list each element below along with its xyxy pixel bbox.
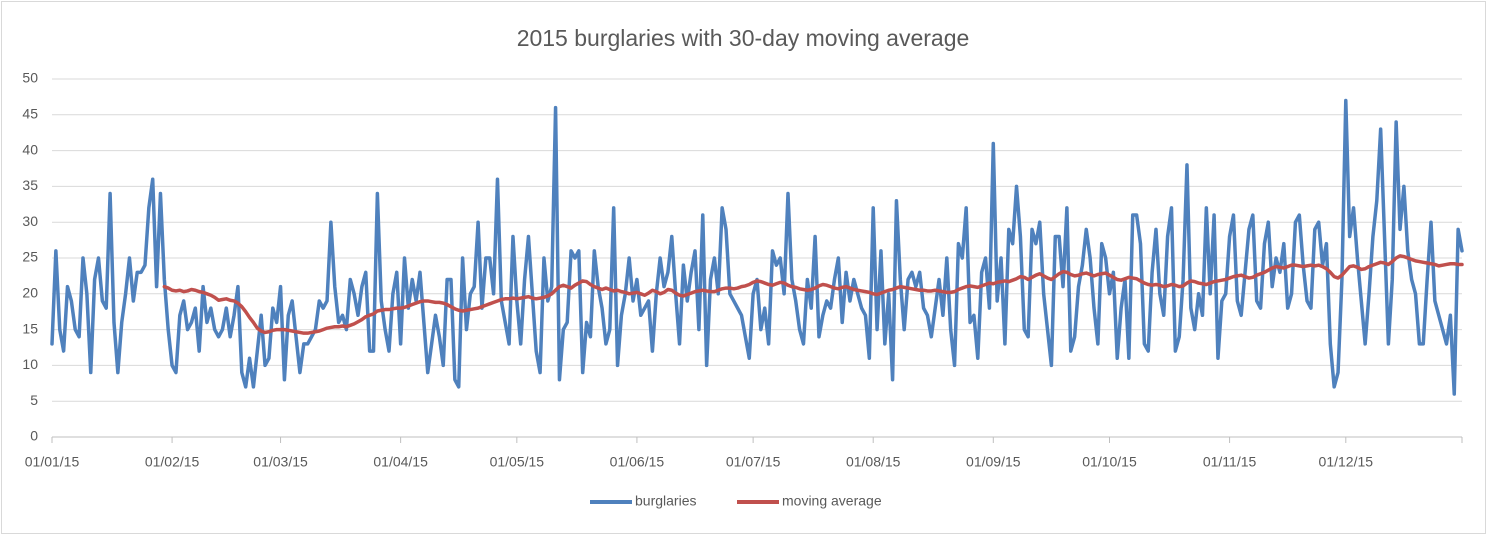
x-tick-label: 01/03/15 xyxy=(253,454,308,470)
legend-label: burglaries xyxy=(635,493,696,509)
y-tick-label: 45 xyxy=(22,106,38,122)
x-tick-label: 01/02/15 xyxy=(145,454,200,470)
y-tick-label: 20 xyxy=(22,285,38,301)
y-tick-label: 0 xyxy=(30,428,38,444)
x-tick-label: 01/07/15 xyxy=(726,454,781,470)
x-tick-label: 01/10/15 xyxy=(1082,454,1137,470)
y-tick-label: 10 xyxy=(22,356,38,372)
x-tick-label: 01/12/15 xyxy=(1319,454,1374,470)
y-tick-label: 50 xyxy=(22,70,38,86)
series-line xyxy=(162,254,1464,335)
x-tick-label: 01/09/15 xyxy=(966,454,1021,470)
x-tick-label: 01/06/15 xyxy=(610,454,665,470)
legend-label: moving average xyxy=(782,493,882,509)
y-tick-label: 5 xyxy=(30,392,38,408)
x-tick-label: 01/01/15 xyxy=(25,454,80,470)
x-tick-label: 01/08/15 xyxy=(846,454,901,470)
y-tick-label: 15 xyxy=(22,320,38,336)
chart-title: 2015 burglaries with 30-day moving avera… xyxy=(517,25,970,51)
y-tick-label: 35 xyxy=(22,177,38,193)
x-tick-label: 01/11/15 xyxy=(1203,454,1257,470)
y-tick-label: 30 xyxy=(22,213,38,229)
y-tick-label: 40 xyxy=(22,141,38,157)
y-tick-label: 25 xyxy=(22,249,38,265)
x-tick-label: 01/04/15 xyxy=(373,454,428,470)
x-tick-label: 01/05/15 xyxy=(490,454,545,470)
